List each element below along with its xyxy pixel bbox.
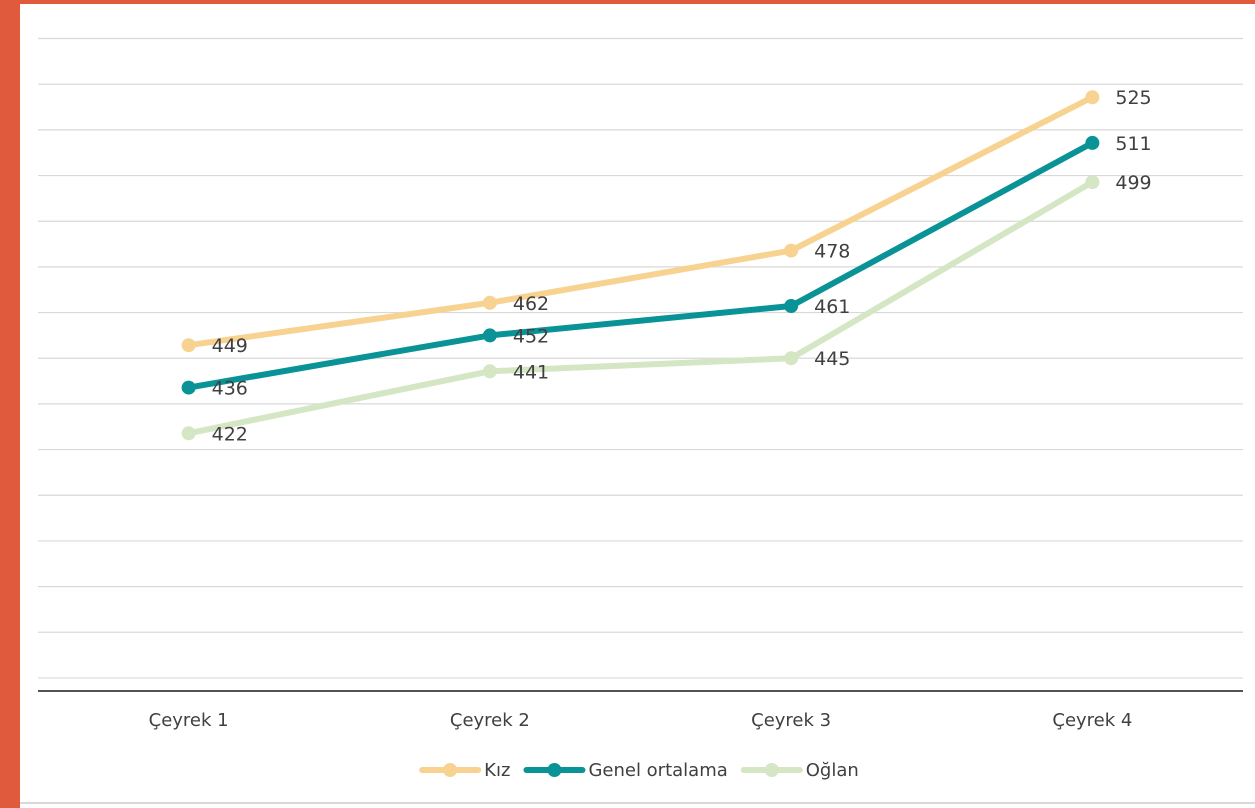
data-label: 462 xyxy=(513,293,549,315)
series-lines xyxy=(181,90,1100,441)
data-label: 525 xyxy=(1115,87,1151,109)
x-tick-label: Çeyrek 1 xyxy=(149,710,229,731)
legend-swatch-marker xyxy=(764,763,779,777)
data-point xyxy=(1085,175,1100,190)
data-label: 422 xyxy=(212,423,248,445)
data-label: 452 xyxy=(513,325,549,347)
data-label: 511 xyxy=(1115,133,1151,155)
top-accent-border xyxy=(0,0,1255,4)
legend-label: Genel ortalama xyxy=(588,760,727,781)
data-labels: 449 462 478 525 436 452 461 511 422 441 445 499 xyxy=(212,87,1152,445)
gridlines xyxy=(38,37,1243,679)
left-accent-border xyxy=(0,0,20,808)
data-point xyxy=(1085,90,1100,105)
legend: Kız Genel ortalama Oğlan xyxy=(419,760,859,781)
data-label: 449 xyxy=(212,335,248,357)
x-tick-label: Çeyrek 2 xyxy=(450,710,530,731)
data-point xyxy=(784,351,799,366)
data-point xyxy=(482,328,497,343)
data-point xyxy=(482,364,497,379)
data-point xyxy=(181,380,196,395)
data-point xyxy=(784,299,799,314)
data-label: 445 xyxy=(814,348,850,370)
x-tick-label: Çeyrek 4 xyxy=(1052,710,1132,731)
series-line xyxy=(185,139,1096,391)
legend-label: Kız xyxy=(484,760,510,781)
bottom-border-line xyxy=(20,802,1255,804)
data-point xyxy=(1085,135,1100,150)
data-label: 499 xyxy=(1115,172,1151,194)
data-label: 441 xyxy=(513,361,549,383)
data-point xyxy=(482,295,497,310)
data-point xyxy=(181,426,196,441)
x-tick-label: Çeyrek 3 xyxy=(751,710,831,731)
series-line xyxy=(185,179,1096,437)
series-line xyxy=(185,94,1096,349)
data-label: 478 xyxy=(814,241,850,263)
x-axis: Çeyrek 1 Çeyrek 2 Çeyrek 3 Çeyrek 4 xyxy=(38,690,1243,731)
legend-swatch-marker xyxy=(443,763,458,777)
legend-swatch-marker xyxy=(547,763,562,777)
data-point xyxy=(784,243,799,258)
legend-label: Oğlan xyxy=(806,760,859,781)
data-label: 436 xyxy=(212,378,248,400)
data-label: 461 xyxy=(814,296,850,318)
data-point xyxy=(181,338,196,353)
